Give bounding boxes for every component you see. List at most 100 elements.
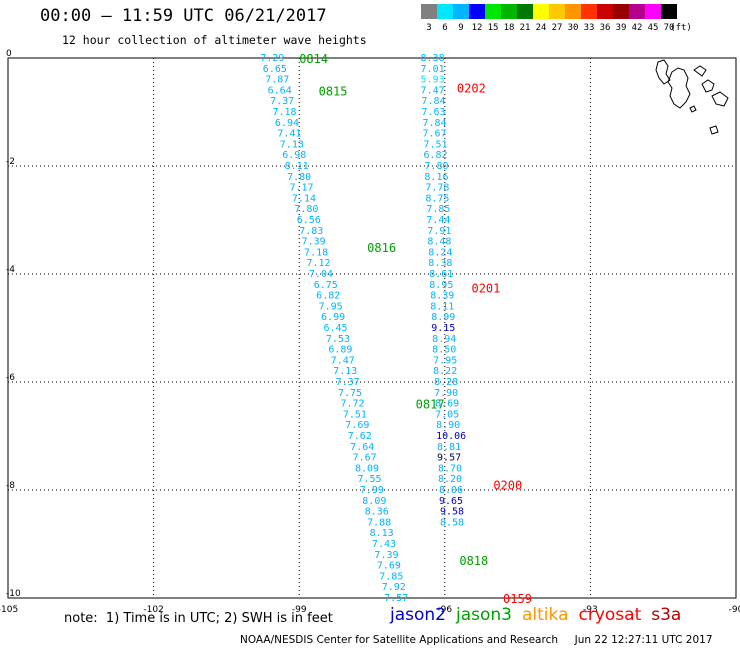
legend-item-jason3: jason3: [456, 605, 512, 625]
swh-value-label: 8.39: [430, 291, 454, 302]
swh-value-label: 7.29: [260, 53, 284, 64]
scale-label: 27: [551, 23, 563, 33]
scale-label: 3: [426, 23, 432, 33]
swh-value-label: 8.11: [430, 301, 454, 312]
scale-swatch: [629, 4, 645, 19]
scale-label: 15: [487, 23, 499, 33]
swh-value-label: 7.99: [360, 485, 384, 496]
swh-value-label: 8.11: [285, 161, 309, 172]
swh-value-label: 7.91: [427, 226, 451, 237]
swh-value-label: 7.84: [422, 96, 446, 107]
scale-swatch: [581, 4, 597, 19]
swh-value-label: 8.75: [425, 193, 449, 204]
swh-value-label: 7.18: [304, 247, 328, 258]
swh-value-label: 7.87: [265, 75, 289, 86]
swh-value-label: 8.09: [355, 463, 379, 474]
x-tick-label: -105: [0, 605, 18, 615]
swh-value-label: 9.58: [440, 507, 464, 518]
swh-value-label: 6.56: [297, 215, 321, 226]
legend-item-jason2: jason2: [390, 605, 446, 625]
scale-swatch: [469, 4, 485, 19]
swh-value-label: 8.90: [436, 420, 460, 431]
map-frame: [7, 57, 737, 599]
island-coastline: [709, 125, 719, 135]
scale-swatch: [661, 4, 677, 19]
track-time-label: 0200: [493, 479, 522, 493]
swh-value-label: 7.57: [384, 593, 408, 604]
swh-value-label: 8.95: [429, 280, 453, 291]
swh-value-label: 8.69: [435, 399, 459, 410]
footer-credit: NOAA/NESDIS Center for Satellite Applica…: [240, 634, 713, 646]
scale-swatch: [597, 4, 613, 19]
scale-swatch: [437, 4, 453, 19]
track-time-label: 0201: [471, 282, 500, 296]
swh-value-label: 7.13: [333, 366, 357, 377]
swh-value-label: 7.64: [350, 442, 374, 453]
swh-value-label: 8.38: [421, 53, 445, 64]
island-coastline: [693, 65, 707, 77]
swh-value-label: 8.28: [434, 377, 458, 388]
swh-value-label: 9.57: [437, 453, 461, 464]
swh-value-label: 8.06: [439, 485, 463, 496]
scale-swatch: [501, 4, 517, 19]
island-coastline: [667, 67, 691, 109]
swh-value-label: 8.94: [432, 334, 456, 345]
satellite-legend: jason2 jason3 altika cryosat s3a: [390, 605, 691, 625]
swh-value-label: 9.65: [439, 496, 463, 507]
x-tick-label: -96: [437, 605, 452, 615]
swh-value-label: 6.82: [423, 150, 447, 161]
swh-value-label: 7.43: [372, 539, 396, 550]
x-tick-label: -93: [583, 605, 598, 615]
swh-value-label: 7.63: [422, 107, 446, 118]
swh-value-label: 7.51: [423, 139, 447, 150]
scale-label: 21: [519, 23, 531, 33]
swh-value-label: 8.24: [428, 247, 452, 258]
swh-value-label: 6.94: [275, 118, 299, 129]
legend-item-s3a: s3a: [651, 605, 682, 625]
scale-swatch: [613, 4, 629, 19]
scale-label: 30: [567, 23, 579, 33]
swh-value-label: 7.88: [367, 517, 391, 528]
swh-value-label: 7.12: [306, 258, 330, 269]
island-coastline: [689, 105, 697, 113]
swh-value-label: 6.65: [263, 64, 287, 75]
scale-label: 70: [663, 23, 675, 33]
y-tick-label: -6: [6, 373, 15, 383]
page-subtitle: 12 hour collection of altimeter wave hei…: [62, 33, 367, 47]
swh-value-label: 7.80: [287, 172, 311, 183]
swh-value-label: 7.17: [289, 183, 313, 194]
swh-value-label: 8.13: [370, 528, 394, 539]
swh-value-label: 7.67: [353, 453, 377, 464]
scale-label: 18: [503, 23, 515, 33]
track-time-label: 0202: [457, 82, 486, 96]
swh-value-label: 7.95: [433, 355, 457, 366]
swh-value-label: 7.62: [348, 431, 372, 442]
swh-value-label: 9.15: [431, 323, 455, 334]
swh-value-label: 8.61: [429, 269, 453, 280]
swh-value-label: 7.55: [357, 474, 381, 485]
scale-label: 45: [647, 23, 659, 33]
swh-value-label: 7.41: [277, 129, 301, 140]
y-tick-label: -2: [6, 157, 15, 167]
swh-value-label: 8.81: [437, 442, 461, 453]
scale-swatch: [549, 4, 565, 19]
swh-value-label: 7.84: [422, 118, 446, 129]
swh-value-label: 6.82: [316, 291, 340, 302]
scale-swatch: [565, 4, 581, 19]
swh-value-label: 7.69: [377, 561, 401, 572]
swh-value-label: 7.18: [273, 107, 297, 118]
swh-value-label: 7.47: [421, 85, 445, 96]
swh-value-label: 6.89: [328, 345, 352, 356]
swh-value-label: 7.05: [435, 409, 459, 420]
swh-value-label: 7.13: [280, 139, 304, 150]
scale-label: 6: [442, 23, 448, 33]
scale-swatch: [453, 4, 469, 19]
swh-value-label: 7.85: [379, 571, 403, 582]
x-tick-label: -90: [729, 605, 740, 615]
scale-swatch: [421, 4, 437, 19]
swh-value-label: 8.50: [432, 345, 456, 356]
swh-value-label: 8.09: [362, 496, 386, 507]
y-tick-label: -8: [6, 481, 15, 491]
swh-value-label: 6.75: [314, 280, 338, 291]
